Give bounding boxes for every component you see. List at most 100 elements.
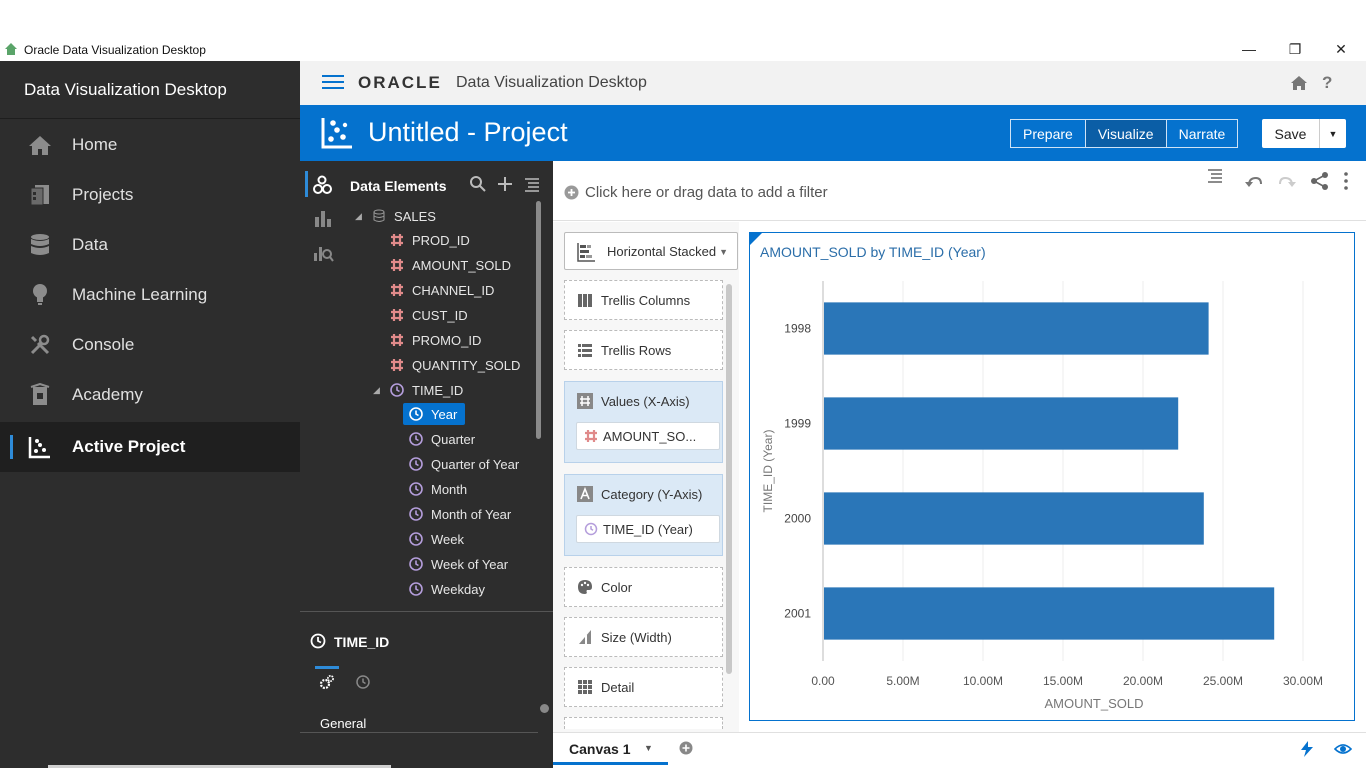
viz-type-selector[interactable]: Horizontal Stacked ▼	[564, 232, 738, 270]
tree-time-level-weekday[interactable]: Weekday	[409, 578, 485, 600]
minimize-button[interactable]: —	[1242, 41, 1256, 57]
analytics-icon[interactable]	[312, 241, 334, 263]
bar-2000	[824, 492, 1204, 545]
canvas-tab-1[interactable]: Canvas 1 ▼	[553, 733, 668, 765]
save-button-group: Save ▼	[1262, 119, 1346, 148]
clock-icon	[409, 557, 423, 571]
x-tick-label: 5.00M	[886, 674, 919, 688]
save-button[interactable]: Save	[1262, 119, 1320, 148]
database-icon	[28, 233, 52, 257]
preview-eye-icon[interactable]	[1334, 740, 1352, 758]
data-panel: Data Elements ◢ SALES PROD_ID AMOUNT_SOLD…	[300, 161, 553, 768]
clock-icon	[409, 532, 423, 546]
hamburger-menu-icon[interactable]	[322, 74, 344, 90]
tree-time-level-month-of-year[interactable]: Month of Year	[409, 503, 511, 525]
tree-time-level-month[interactable]: Month	[409, 478, 467, 500]
save-dropdown-icon[interactable]: ▼	[1328, 128, 1338, 139]
close-button[interactable]: ✕	[1335, 40, 1347, 57]
nav-item-active-project[interactable]: Active Project	[0, 422, 300, 472]
restore-button[interactable]: ❐	[1288, 40, 1302, 57]
bar-1998	[824, 302, 1209, 355]
data-panel-scrollbar[interactable]	[536, 201, 541, 439]
tree-source-sales[interactable]: SALES	[372, 205, 436, 227]
database-icon	[372, 209, 386, 223]
nav-item-machine-learning[interactable]: Machine Learning	[0, 270, 300, 320]
clock-icon	[409, 432, 423, 446]
canvas-menu-icon[interactable]	[1205, 167, 1225, 187]
tree-time-level-quarter-of-year[interactable]: Quarter of Year	[409, 453, 519, 475]
tree-column-quantity-sold[interactable]: QUANTITY_SOLD	[390, 354, 520, 376]
home-icon[interactable]	[1290, 74, 1308, 92]
category-y-axis-drop[interactable]: Category (Y-Axis) TIME_ID (Year)	[564, 474, 723, 556]
trellis-columns-drop[interactable]: Trellis Columns	[564, 280, 723, 320]
tree-column-time-id[interactable]: TIME_ID	[390, 379, 463, 401]
project-title[interactable]: Untitled - Project	[368, 117, 568, 147]
add-canvas-icon[interactable]	[679, 741, 693, 755]
add-filter-icon[interactable]	[564, 185, 579, 200]
nav-item-academy[interactable]: Academy	[0, 370, 300, 420]
filter-placeholder[interactable]: Click here or drag data to add a filter	[585, 184, 828, 201]
undo-icon[interactable]	[1244, 173, 1264, 193]
search-icon[interactable]	[469, 175, 487, 193]
mode-switcher: Prepare Visualize Narrate	[1010, 119, 1239, 148]
add-data-icon[interactable]	[496, 175, 514, 193]
properties-scroll-handle[interactable]	[540, 704, 549, 713]
app-header: ORACLE Data Visualization Desktop ?	[300, 61, 1366, 105]
values-x-axis-drop[interactable]: Values (X-Axis) AMOUNT_SO...	[564, 381, 723, 463]
clock-tab-icon[interactable]	[355, 674, 371, 690]
visualization-frame[interactable]: AMOUNT_SOLD by TIME_ID (Year) 0.00 5.00M 1…	[749, 232, 1355, 721]
tree-column-channel-id[interactable]: CHANNEL_ID	[390, 279, 494, 301]
tree-time-level-quarter[interactable]: Quarter	[409, 428, 475, 450]
tree-time-level-week-of-year[interactable]: Week of Year	[409, 553, 508, 575]
expand-time-icon[interactable]: ◢	[373, 385, 380, 395]
next-drop-partial[interactable]	[564, 717, 723, 729]
color-drop[interactable]: Color	[564, 567, 723, 607]
viz-selected-corner	[750, 233, 762, 245]
clock-icon	[310, 633, 326, 649]
visualize-tab[interactable]: Visualize	[1085, 120, 1167, 147]
panel-menu-icon[interactable]	[523, 175, 541, 193]
x-tick-label: 30.00M	[1283, 674, 1323, 688]
auto-apply-lightning-icon[interactable]	[1298, 740, 1316, 758]
grammar-panel: Horizontal Stacked ▼ Trellis Columns Tre…	[553, 222, 739, 732]
active-tab-indicator	[315, 666, 339, 669]
nav-item-data[interactable]: Data	[0, 220, 300, 270]
chevron-down-icon[interactable]: ▼	[644, 743, 653, 753]
measure-hash-icon	[390, 283, 404, 297]
grammar-scrollbar[interactable]	[726, 284, 732, 674]
narrate-tab[interactable]: Narrate	[1178, 125, 1226, 142]
trellis-rows-drop[interactable]: Trellis Rows	[564, 330, 723, 370]
bar-chart: 0.00 5.00M 10.00M 15.00M 20.00M 25.00M 30.00M 1…	[761, 281, 1323, 711]
x-tick-label: 0.00	[811, 674, 835, 688]
time-id-year-pill[interactable]: TIME_ID (Year)	[576, 515, 720, 543]
tree-column-promo-id[interactable]: PROMO_ID	[390, 329, 481, 351]
help-icon[interactable]: ?	[1322, 73, 1333, 92]
panel-icon-strip	[300, 161, 344, 611]
nav-item-console[interactable]: Console	[0, 320, 300, 370]
share-icon[interactable]	[1310, 171, 1330, 191]
tree-time-level-week[interactable]: Week	[409, 528, 464, 550]
general-section-label[interactable]: General	[320, 716, 367, 731]
active-indicator	[305, 171, 308, 197]
expand-sales-icon[interactable]: ◢	[355, 211, 362, 221]
measure-hash-icon	[390, 358, 404, 372]
clock-icon	[409, 507, 423, 521]
x-tick-label: 20.00M	[1123, 674, 1163, 688]
redo-icon[interactable]	[1277, 173, 1297, 193]
detail-drop[interactable]: Detail	[564, 667, 723, 707]
data-elements-icon[interactable]	[312, 174, 334, 196]
nav-item-home[interactable]: Home	[0, 120, 300, 170]
tree-column-prod-id[interactable]: PROD_ID	[390, 229, 470, 251]
visualizations-icon[interactable]	[312, 207, 334, 229]
prepare-tab[interactable]: Prepare	[1011, 120, 1086, 147]
tree-time-level-year[interactable]: Year	[403, 403, 466, 425]
amount-sold-pill[interactable]: AMOUNT_SO...	[576, 422, 720, 450]
clock-icon	[409, 457, 423, 471]
nav-item-projects[interactable]: Projects	[0, 170, 300, 220]
settings-gears-icon[interactable]	[319, 674, 335, 690]
more-options-icon[interactable]	[1336, 171, 1356, 191]
size-width-drop[interactable]: Size (Width)	[564, 617, 723, 657]
y-tick-label: 1998	[784, 322, 811, 336]
tree-column-cust-id[interactable]: CUST_ID	[390, 304, 468, 326]
tree-column-amount-sold[interactable]: AMOUNT_SOLD	[390, 254, 511, 276]
